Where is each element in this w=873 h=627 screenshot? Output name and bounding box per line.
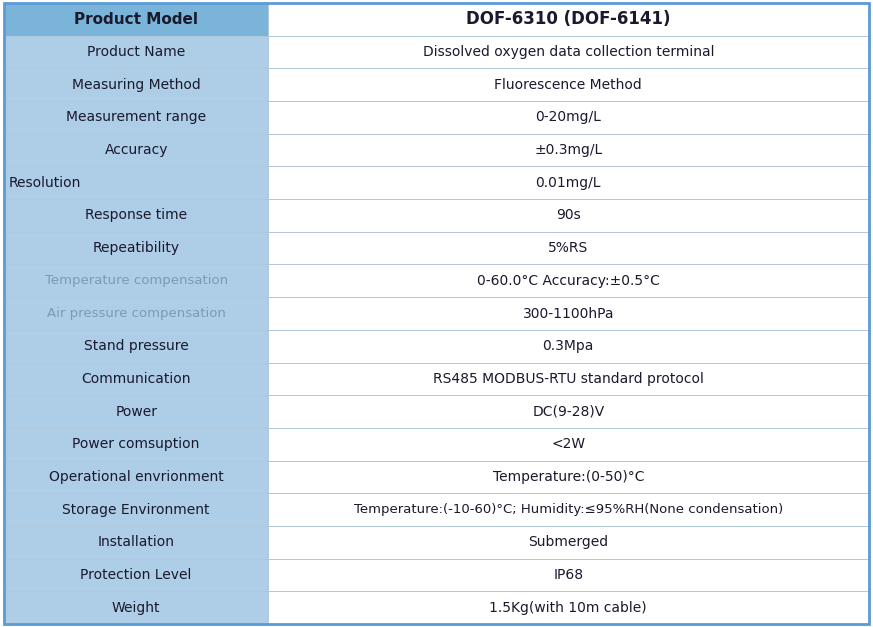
Bar bbox=[268, 493, 869, 526]
Text: Submerged: Submerged bbox=[528, 535, 608, 549]
Bar bbox=[4, 36, 268, 68]
Text: Temperature:(-10-60)°C; Humidity:≤95%RH(None condensation): Temperature:(-10-60)°C; Humidity:≤95%RH(… bbox=[354, 503, 783, 516]
Bar bbox=[268, 297, 869, 330]
Text: Dissolved oxygen data collection terminal: Dissolved oxygen data collection termina… bbox=[423, 45, 714, 59]
Text: Product Model: Product Model bbox=[74, 12, 198, 27]
Bar bbox=[4, 493, 268, 526]
Bar bbox=[268, 36, 869, 68]
Bar bbox=[4, 3, 268, 36]
Bar bbox=[4, 265, 268, 297]
Text: Accuracy: Accuracy bbox=[105, 143, 168, 157]
Text: Protection Level: Protection Level bbox=[80, 568, 192, 582]
Bar bbox=[268, 428, 869, 460]
Text: Temperature:(0-50)°C: Temperature:(0-50)°C bbox=[492, 470, 644, 484]
Bar bbox=[4, 297, 268, 330]
Text: Communication: Communication bbox=[81, 372, 191, 386]
Bar bbox=[4, 134, 268, 167]
Bar bbox=[4, 526, 268, 559]
Text: Repeatibility: Repeatibility bbox=[93, 241, 180, 255]
Bar bbox=[268, 134, 869, 167]
Text: RS485 MODBUS-RTU standard protocol: RS485 MODBUS-RTU standard protocol bbox=[433, 372, 704, 386]
Bar bbox=[268, 265, 869, 297]
Bar bbox=[268, 460, 869, 493]
Bar bbox=[268, 68, 869, 101]
Text: Power: Power bbox=[115, 404, 157, 418]
Bar bbox=[268, 362, 869, 395]
Bar bbox=[268, 591, 869, 624]
Text: 1.5Kg(with 10m cable): 1.5Kg(with 10m cable) bbox=[490, 601, 647, 614]
Bar bbox=[4, 232, 268, 265]
Text: Operational envrionment: Operational envrionment bbox=[49, 470, 223, 484]
Bar bbox=[268, 232, 869, 265]
Bar bbox=[268, 167, 869, 199]
Text: Storage Environment: Storage Environment bbox=[62, 502, 210, 517]
Bar bbox=[4, 591, 268, 624]
Text: ±0.3mg/L: ±0.3mg/L bbox=[534, 143, 602, 157]
Text: Fluorescence Method: Fluorescence Method bbox=[494, 78, 643, 92]
Text: 90s: 90s bbox=[556, 209, 581, 223]
Bar bbox=[4, 428, 268, 460]
Bar bbox=[4, 101, 268, 134]
Bar bbox=[4, 330, 268, 362]
Text: 5%RS: 5%RS bbox=[548, 241, 588, 255]
Text: Resolution: Resolution bbox=[9, 176, 81, 190]
Text: Weight: Weight bbox=[112, 601, 161, 614]
Bar bbox=[4, 68, 268, 101]
Bar bbox=[268, 101, 869, 134]
Text: 0-60.0°C Accuracy:±0.5°C: 0-60.0°C Accuracy:±0.5°C bbox=[477, 274, 660, 288]
Text: 0-20mg/L: 0-20mg/L bbox=[535, 110, 601, 125]
Text: Product Name: Product Name bbox=[87, 45, 185, 59]
Text: <2W: <2W bbox=[551, 437, 586, 451]
Bar bbox=[4, 362, 268, 395]
Text: Power comsuption: Power comsuption bbox=[72, 437, 200, 451]
Text: DC(9-28)V: DC(9-28)V bbox=[533, 404, 604, 418]
Text: 0.01mg/L: 0.01mg/L bbox=[535, 176, 601, 190]
Bar bbox=[4, 559, 268, 591]
Text: 300-1100hPa: 300-1100hPa bbox=[523, 307, 614, 320]
Text: Temperature compensation: Temperature compensation bbox=[45, 275, 228, 287]
Bar bbox=[4, 395, 268, 428]
Text: Air pressure compensation: Air pressure compensation bbox=[47, 307, 225, 320]
Text: Response time: Response time bbox=[85, 209, 187, 223]
Text: 0.3Mpa: 0.3Mpa bbox=[543, 339, 594, 353]
Bar bbox=[4, 199, 268, 232]
Text: Measurement range: Measurement range bbox=[66, 110, 206, 125]
Bar bbox=[268, 526, 869, 559]
Bar bbox=[268, 3, 869, 36]
Text: Installation: Installation bbox=[98, 535, 175, 549]
Text: Stand pressure: Stand pressure bbox=[84, 339, 189, 353]
Bar bbox=[4, 167, 268, 199]
Bar bbox=[4, 460, 268, 493]
Text: IP68: IP68 bbox=[553, 568, 583, 582]
Text: DOF-6310 (DOF-6141): DOF-6310 (DOF-6141) bbox=[466, 11, 670, 28]
Bar bbox=[268, 199, 869, 232]
Bar bbox=[268, 559, 869, 591]
Bar bbox=[268, 330, 869, 362]
Text: Measuring Method: Measuring Method bbox=[72, 78, 201, 92]
Bar bbox=[268, 395, 869, 428]
